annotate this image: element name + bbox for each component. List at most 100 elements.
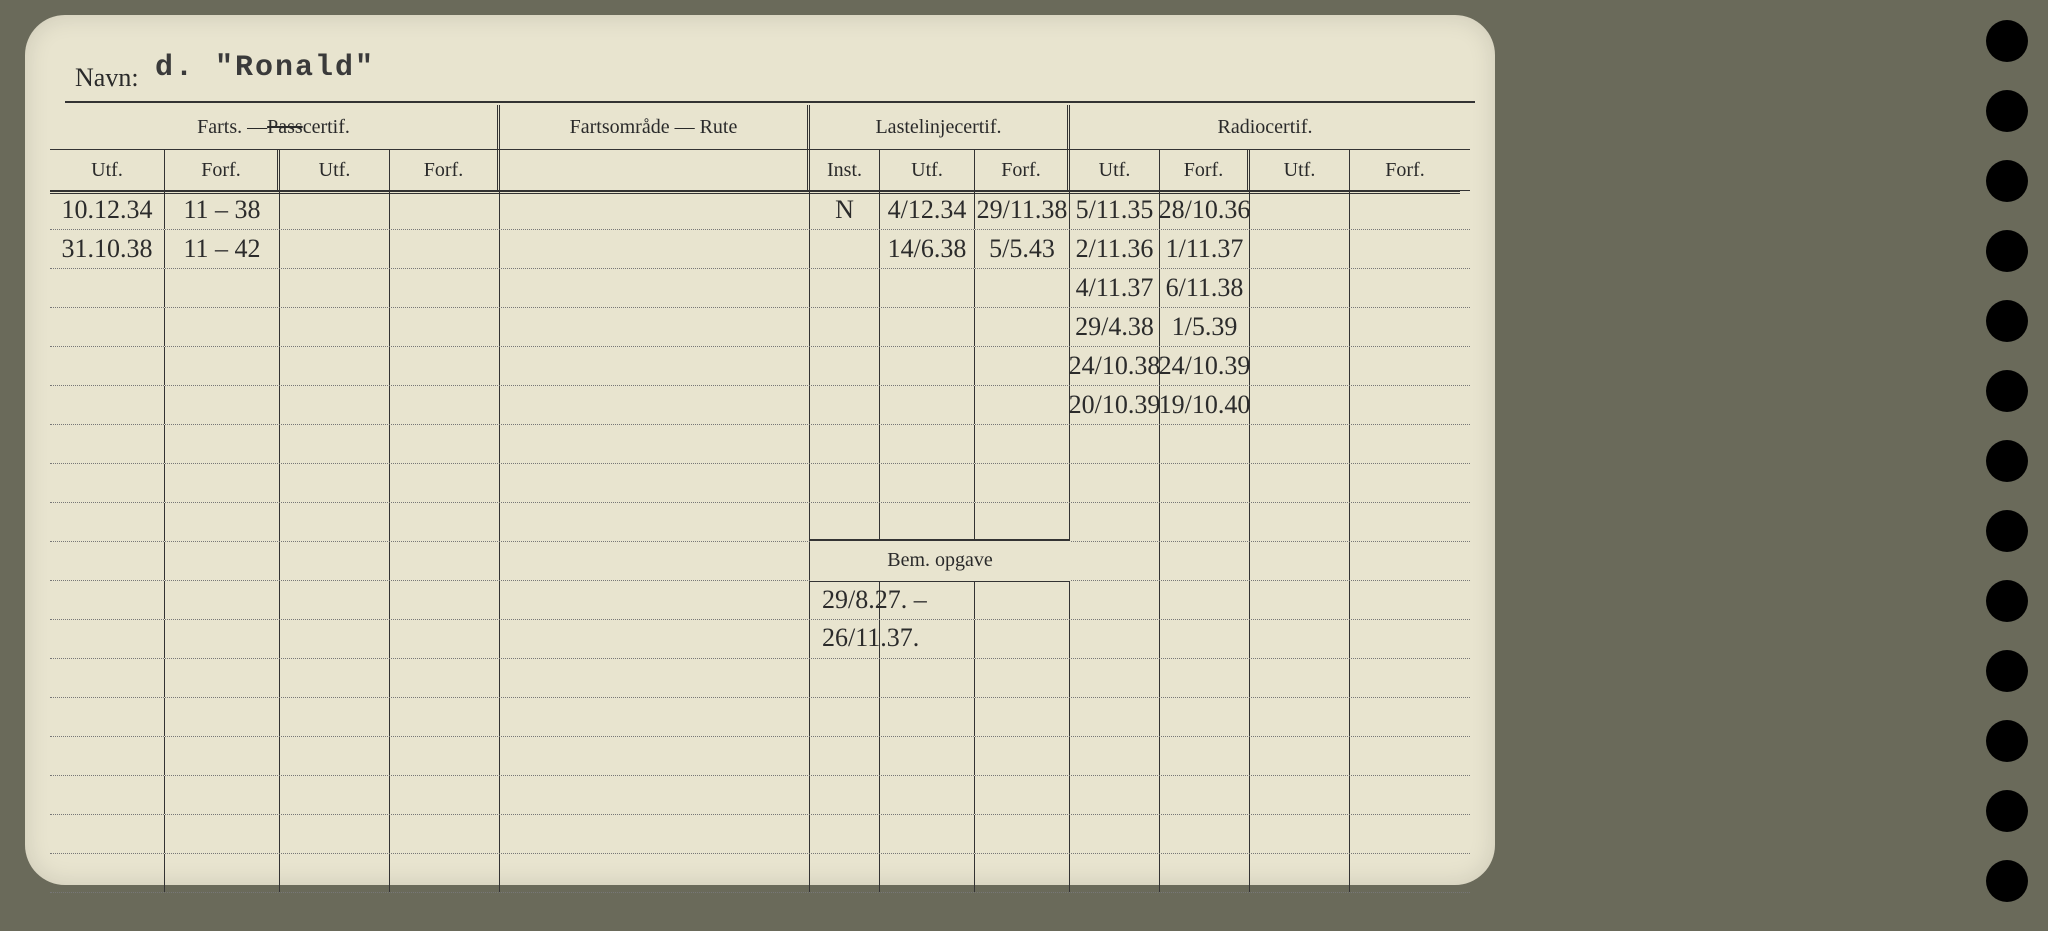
cell [1250,230,1350,268]
cell [50,776,165,814]
table-row [50,737,1470,776]
cell [280,425,390,463]
cell [975,464,1070,502]
cell [1250,776,1350,814]
cell [280,503,390,541]
punch-hole [1986,510,2028,552]
cell [1070,503,1160,541]
bem-line1: 29/8.27. – [822,585,927,615]
cell [1070,425,1160,463]
punch-hole [1986,20,2028,62]
cell [1070,620,1160,658]
cell: 11 – 38 [165,191,280,229]
cell [1250,620,1350,658]
punch-hole [1986,90,2028,132]
cell [1160,425,1250,463]
cell [280,581,390,619]
cell [810,503,880,541]
table-row: 4/11.376/11.38 [50,269,1470,308]
handwritten-value: 11 – 38 [183,195,260,225]
cell [500,308,810,346]
cell [1350,425,1460,463]
subheader-col-5: Inst. [810,150,880,190]
cell [1350,230,1460,268]
cell [500,386,810,424]
handwritten-value: N [835,195,854,225]
cell [165,815,280,853]
cell [1070,815,1160,853]
cell [50,464,165,502]
table-row [50,698,1470,737]
table-row [50,659,1470,698]
table-row [50,620,1470,659]
cell [975,581,1070,619]
cell [810,269,880,307]
cell [880,347,975,385]
cell [390,464,500,502]
cell [280,737,390,775]
cell [165,698,280,736]
table-row [50,815,1470,854]
cell [975,503,1070,541]
table-row [50,854,1470,893]
cell [280,269,390,307]
cell [500,347,810,385]
cell [280,464,390,502]
cell [500,854,810,892]
cell [810,386,880,424]
cell [390,191,500,229]
cell: 24/10.38 [1070,347,1160,385]
cell [1160,737,1250,775]
cell [975,698,1070,736]
cell [500,659,810,697]
cell [975,659,1070,697]
table-row: 31.10.3811 – 4214/6.385/5.432/11.361/11.… [50,230,1470,269]
punch-hole [1986,580,2028,622]
cell [1160,503,1250,541]
cell [1160,581,1250,619]
cell [390,425,500,463]
table-row [50,464,1470,503]
cell [1250,347,1350,385]
cell [165,425,280,463]
cell [500,776,810,814]
punch-hole [1986,370,2028,412]
cell [880,737,975,775]
cell [975,308,1070,346]
cell: 5/5.43 [975,230,1070,268]
handwritten-value: 31.10.38 [62,234,153,264]
subheader-col-9: Forf. [1160,150,1250,190]
cell [390,737,500,775]
cell: N [810,191,880,229]
cell [810,464,880,502]
cell [280,191,390,229]
punch-hole [1986,650,2028,692]
cell [165,737,280,775]
cell [280,620,390,658]
cell [1350,620,1460,658]
cell [165,581,280,619]
handwritten-value: 29/4.38 [1075,312,1154,342]
handwritten-value: 20/10.39 [1069,390,1161,420]
index-card: Navn: d. "Ronald" Farts. — Pass certif. … [25,15,1495,885]
cell [1250,581,1350,619]
cell [390,581,500,619]
cell [810,737,880,775]
cell [880,269,975,307]
cell [1070,854,1160,892]
cell [1160,620,1250,658]
cell [500,581,810,619]
handwritten-value: 5/11.35 [1076,195,1154,225]
punch-hole [1986,230,2028,272]
cell [880,698,975,736]
cell [1350,698,1460,736]
cell: 24/10.39 [1160,347,1250,385]
table-row [50,776,1470,815]
cell [500,620,810,658]
cell [165,347,280,385]
cell [50,308,165,346]
cell [500,503,810,541]
subheader-col-1: Forf. [165,150,280,190]
cell [810,815,880,853]
cell [880,464,975,502]
